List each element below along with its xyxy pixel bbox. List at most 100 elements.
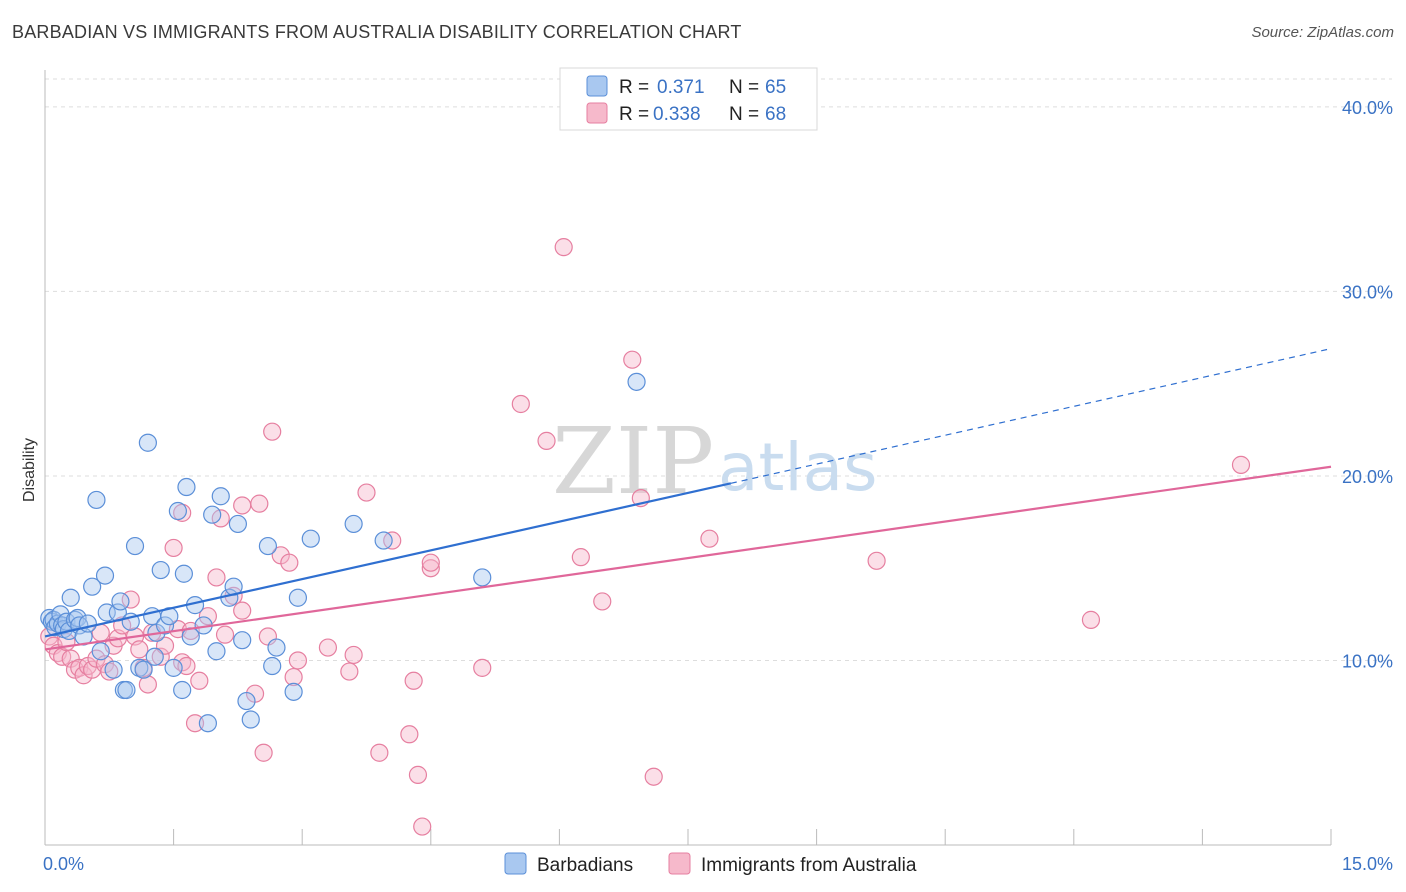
point-barbadians	[627, 372, 646, 391]
point-barbadians	[177, 477, 196, 497]
point-barbadians	[155, 616, 175, 635]
point-immigrants-from-australia	[254, 743, 273, 762]
point-barbadians	[61, 588, 80, 607]
point-immigrants-from-australia	[644, 767, 663, 786]
point-immigrants-from-australia	[263, 422, 282, 441]
y-tick-label: 30.0%	[1342, 282, 1393, 302]
point-barbadians	[344, 514, 363, 534]
y-tick-label: 20.0%	[1342, 467, 1393, 487]
point-immigrants-from-australia	[280, 553, 299, 572]
point-barbadians	[111, 592, 130, 611]
trend-line-barbadians-extension	[730, 348, 1332, 484]
bottom-legend-label-immigrants: Immigrants from Australia	[701, 855, 917, 876]
legend-r-value-blue: 0.371	[657, 77, 705, 98]
point-barbadians	[91, 642, 110, 661]
point-immigrants-from-australia	[537, 431, 556, 450]
point-barbadians	[258, 536, 278, 556]
trend-line-immigrants	[44, 465, 1332, 651]
point-immigrants-from-australia	[473, 658, 492, 677]
bottom-legend-swatch-barbadians	[504, 852, 527, 875]
point-immigrants-from-australia	[421, 559, 440, 578]
point-barbadians	[87, 490, 106, 510]
legend-r-label-pink: R =	[619, 104, 649, 125]
point-immigrants-from-australia	[421, 553, 440, 572]
point-immigrants-from-australia	[700, 529, 719, 548]
point-immigrants-from-australia	[185, 714, 205, 733]
watermark-zip: ZIP	[552, 408, 714, 515]
watermark-atlas: atlas	[718, 429, 878, 506]
point-immigrants-from-australia	[413, 817, 432, 836]
point-immigrants-from-australia	[511, 394, 530, 414]
point-immigrants-from-australia	[1081, 610, 1101, 629]
bottom-legend-swatch-immigrants	[668, 852, 691, 875]
point-immigrants-from-australia	[284, 667, 303, 687]
legend-r-label-blue: R =	[619, 77, 649, 98]
point-barbadians	[207, 642, 226, 661]
point-immigrants-from-australia	[344, 645, 363, 665]
point-barbadians	[68, 608, 87, 628]
x-tick-label: 0.0%	[43, 854, 84, 874]
point-immigrants-from-australia	[318, 638, 338, 657]
point-barbadians	[374, 531, 393, 550]
point-immigrants-from-australia	[215, 625, 235, 644]
point-barbadians	[104, 660, 123, 679]
point-immigrants-from-australia	[250, 494, 269, 513]
point-barbadians	[145, 647, 164, 666]
point-barbadians	[117, 680, 136, 700]
point-barbadians	[78, 614, 97, 633]
y-tick-labels: 10.0% 20.0% 30.0% 40.0%	[1342, 98, 1393, 672]
point-immigrants-from-australia	[151, 647, 170, 666]
trend-line-barbadians	[44, 482, 732, 638]
series-immigrants-from-australia	[40, 238, 1251, 836]
point-immigrants-from-australia	[340, 662, 359, 681]
point-immigrants-from-australia	[207, 568, 226, 587]
point-immigrants-from-australia	[404, 671, 423, 690]
point-immigrants-from-australia	[198, 607, 217, 626]
legend-n-label-pink: N =	[729, 104, 759, 125]
point-barbadians	[83, 577, 102, 596]
point-immigrants-from-australia	[288, 651, 308, 670]
y-tick-label: 40.0%	[1342, 98, 1393, 118]
point-barbadians	[288, 588, 308, 607]
point-immigrants-from-australia	[867, 551, 886, 570]
point-barbadians	[203, 505, 222, 524]
point-barbadians	[211, 487, 230, 506]
watermark: ZIP atlas	[552, 408, 878, 515]
point-barbadians	[151, 560, 170, 580]
point-barbadians	[138, 433, 157, 452]
point-barbadians	[173, 680, 192, 700]
x-tick-label: 15.0%	[1342, 854, 1393, 874]
point-barbadians	[233, 631, 252, 650]
point-barbadians	[228, 514, 247, 534]
trend-lines	[44, 348, 1332, 651]
point-barbadians	[301, 529, 320, 548]
legend-n-value-pink: 68	[765, 104, 786, 125]
point-barbadians	[95, 566, 115, 585]
legend-n-value-blue: 65	[765, 77, 786, 98]
chart-title: BARBADIAN VS IMMIGRANTS FROM AUSTRALIA D…	[12, 22, 742, 42]
point-immigrants-from-australia	[593, 592, 612, 611]
stats-legend: R = 0.371 N = 65 R = 0.338 N = 68	[559, 67, 818, 131]
point-immigrants-from-australia	[130, 640, 149, 659]
point-barbadians	[473, 568, 492, 587]
point-immigrants-from-australia	[190, 671, 209, 690]
point-immigrants-from-australia	[138, 675, 157, 694]
point-immigrants-from-australia	[155, 636, 175, 655]
axes	[44, 70, 1332, 846]
x-tick-labels: 0.0% 15.0%	[43, 854, 1393, 874]
point-immigrants-from-australia	[233, 601, 252, 620]
point-barbadians	[168, 501, 187, 521]
point-barbadians	[263, 656, 282, 676]
source-credit: Source: ZipAtlas.com	[1251, 24, 1394, 41]
legend-swatch-immigrants	[586, 102, 608, 124]
series-legend: Barbadians Immigrants from Australia	[504, 852, 917, 876]
legend-swatch-barbadians	[586, 75, 608, 97]
legend-r-value-pink: 0.338	[653, 104, 701, 125]
point-barbadians	[198, 714, 217, 733]
point-barbadians	[134, 660, 153, 679]
point-immigrants-from-australia	[233, 496, 252, 515]
point-immigrants-from-australia	[408, 765, 428, 784]
point-immigrants-from-australia	[571, 548, 590, 567]
point-immigrants-from-australia	[357, 483, 376, 502]
point-immigrants-from-australia	[554, 238, 573, 257]
